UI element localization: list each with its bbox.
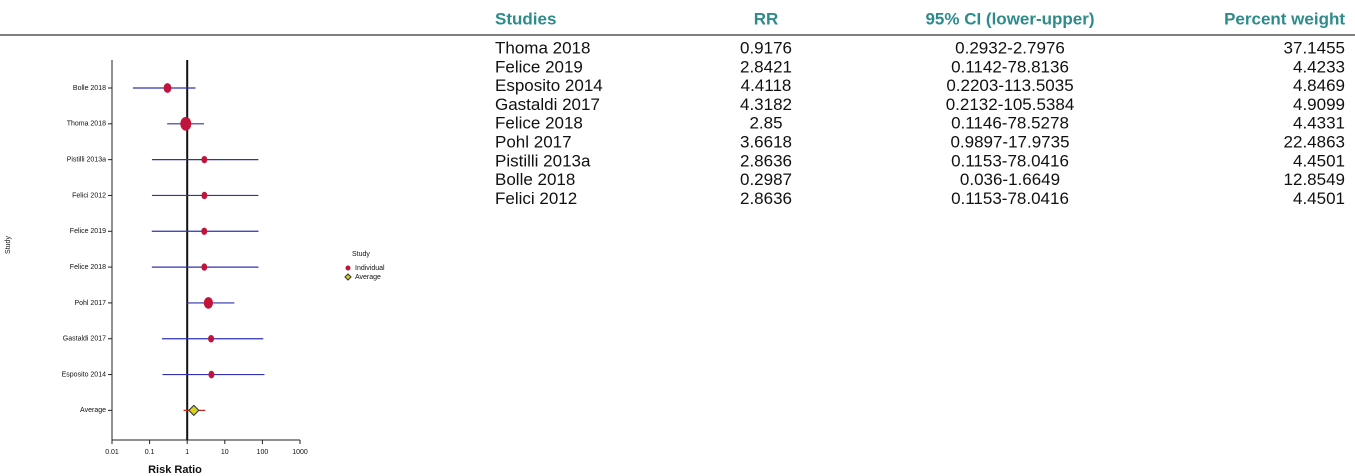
- table-cell: 4.4118: [741, 76, 792, 95]
- point: [201, 227, 208, 235]
- table-cell: 22.4863: [1284, 132, 1345, 151]
- table-cell: Pohl 2017: [495, 132, 572, 151]
- table-cell: 0.9897-17.9735: [950, 132, 1069, 151]
- table-cell: Felici 2012: [495, 189, 577, 208]
- x-tick-label: 0.1: [145, 449, 155, 456]
- table-cell: 3.6618: [740, 132, 792, 151]
- point: [201, 191, 208, 200]
- y-tick-label: Average: [80, 407, 106, 414]
- x-tick-label: 1000: [292, 449, 308, 456]
- table-cell: 2.85: [749, 114, 782, 133]
- table-cell: 0.2987: [740, 170, 792, 189]
- x-tick-label: 100: [257, 449, 269, 456]
- table-cell: 0.1153-78.0416: [951, 189, 1069, 208]
- y-tick-label: Esposito 2014: [62, 371, 106, 378]
- table-cell: Esposito 2014: [495, 76, 603, 95]
- table-header: Studies: [495, 9, 556, 28]
- x-tick-label: 1: [185, 449, 189, 456]
- point: [163, 83, 172, 93]
- point: [203, 297, 214, 309]
- table-cell: Gastaldi 2017: [495, 95, 600, 114]
- table-cell: 0.1146-78.5278: [951, 114, 1069, 133]
- legend-title: Study: [352, 251, 370, 258]
- table-cell: 0.2203-113.5035: [946, 76, 1073, 95]
- table-cell: 4.4331: [1293, 114, 1345, 133]
- y-tick-label: Pohl 2017: [74, 300, 106, 307]
- table-cell: 4.8469: [1293, 76, 1345, 95]
- point: [208, 334, 215, 343]
- y-axis-label: Study: [5, 236, 12, 254]
- x-tick-label: 10: [221, 449, 229, 456]
- table-cell: 0.1153-78.0416: [951, 151, 1069, 170]
- table-cell: Felice 2019: [495, 57, 583, 76]
- table-cell: 4.4501: [1293, 189, 1345, 208]
- table-cell: 37.1455: [1284, 38, 1345, 57]
- table-cell: 4.4501: [1293, 151, 1345, 170]
- y-tick-label: Felice 2018: [70, 264, 106, 271]
- table-cell: 0.036-1.6649: [960, 170, 1060, 189]
- table-cell: 0.1142-78.8136: [951, 57, 1069, 76]
- point: [201, 155, 208, 164]
- point: [180, 116, 192, 131]
- table-cell: 2.8421: [740, 57, 792, 76]
- point: [208, 370, 215, 379]
- y-tick-label: Felice 2019: [70, 228, 106, 235]
- table-cell: Felice 2018: [495, 114, 583, 133]
- table-cell: 2.8636: [740, 189, 792, 208]
- legend-marker: [345, 265, 351, 271]
- average-diamond: [188, 404, 200, 417]
- y-tick-label: Felici 2012: [72, 192, 106, 199]
- point: [201, 263, 208, 271]
- table-cell: Pistilli 2013a: [495, 151, 591, 170]
- table-header: RR: [754, 9, 779, 28]
- table-cell: 0.9176: [740, 38, 792, 57]
- legend-label: Average: [355, 274, 381, 281]
- legend-label: Individual: [355, 265, 385, 272]
- table-header: Percent weight: [1224, 9, 1345, 28]
- y-tick-label: Gastaldi 2017: [63, 336, 106, 343]
- table-cell: 2.8636: [740, 151, 792, 170]
- table-header: 95% CI (lower-upper): [925, 9, 1094, 28]
- x-tick-label: 0.01: [105, 449, 119, 456]
- table-cell: 0.2932-2.7976: [955, 38, 1065, 57]
- table-cell: 4.9099: [1293, 95, 1345, 114]
- table-cell: 0.2132-105.5384: [946, 95, 1075, 114]
- table-cell: 4.3182: [740, 95, 792, 114]
- table-cell: Thoma 2018: [495, 38, 590, 57]
- y-tick-label: Bolle 2018: [73, 85, 106, 92]
- table-cell: Bolle 2018: [495, 170, 575, 189]
- x-axis-label: Risk Ratio: [148, 464, 202, 476]
- table-cell: 4.4233: [1293, 57, 1345, 76]
- table-cell: 12.8549: [1284, 170, 1345, 189]
- y-tick-label: Thoma 2018: [67, 121, 106, 128]
- y-tick-label: Pistilli 2013a: [67, 156, 106, 163]
- legend-marker: [344, 273, 352, 281]
